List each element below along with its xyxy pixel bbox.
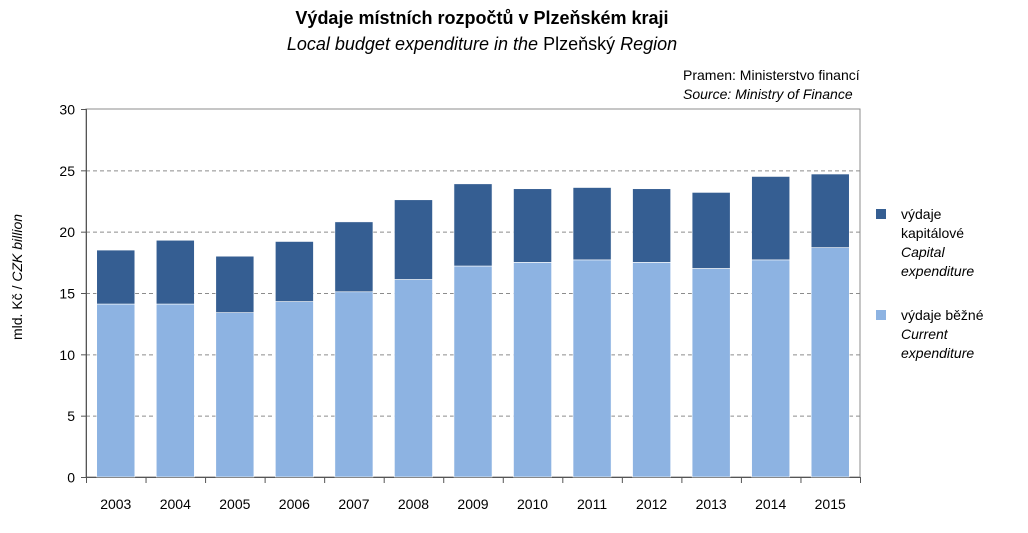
bar-current-2005 (215, 312, 255, 478)
bar-capital-2006 (275, 241, 314, 302)
x-tick-label-2011: 2011 (577, 496, 607, 512)
x-tick-label-2005: 2005 (219, 496, 250, 512)
y-tick-label-20: 20 (59, 224, 75, 240)
legend-swatch-current (876, 310, 886, 320)
y-tick-label-25: 25 (59, 163, 75, 179)
bar-current-2010 (513, 262, 552, 478)
bar-current-2011 (572, 259, 612, 478)
x-tick-label-2003: 2003 (100, 496, 131, 512)
bar-capital-2015 (810, 173, 850, 248)
y-tick-label-5: 5 (67, 408, 75, 424)
x-tick-label-2009: 2009 (457, 496, 488, 512)
legend-label-capital-en: Capital expenditure (901, 244, 975, 279)
x-tick-label-2010: 2010 (517, 496, 548, 512)
bar-capital-2007 (334, 221, 374, 293)
bar-current-2003 (96, 303, 136, 478)
bar-capital-2004 (155, 239, 195, 305)
chart-subtitle: Local budget expenditure in the Plzeňský… (0, 34, 964, 55)
bar-capital-2003 (96, 249, 136, 305)
subtitle-part1: Local budget expenditure in the (286, 34, 544, 54)
bar-current-2006 (275, 301, 314, 478)
y-tick-label-15: 15 (59, 286, 75, 302)
subtitle-part2: Plzeňský (543, 34, 616, 54)
legend-label-capital-cz: výdaje kapitálové (901, 206, 965, 241)
bar-capital-2011 (572, 187, 612, 261)
legend-swatch-capital (876, 209, 886, 219)
bar-current-2009 (453, 265, 493, 478)
source-cz: Pramen: Ministerstvo financí (683, 67, 860, 83)
bar-capital-2008 (394, 199, 433, 280)
y-tick-label-30: 30 (59, 102, 75, 118)
chart-source: Pramen: Ministerstvo financí Source: Min… (683, 66, 860, 104)
bar-current-2013 (691, 268, 731, 478)
source-en: Source: Ministry of Finance (683, 86, 853, 102)
bar-capital-2014 (751, 176, 791, 261)
bar-capital-2009 (453, 183, 493, 267)
y-tick-label-10: 10 (59, 347, 75, 363)
chart-title: Výdaje místních rozpočtů v Plzeňském kra… (295, 8, 669, 28)
bar-capital-2012 (632, 188, 671, 263)
bar-current-2015 (810, 247, 850, 478)
bar-capital-2005 (215, 255, 255, 313)
x-tick-label-2013: 2013 (696, 496, 727, 512)
bar-current-2007 (334, 291, 374, 478)
legend-label-current-en: Current expenditure (901, 326, 975, 361)
x-tick-label-2004: 2004 (160, 496, 191, 512)
subtitle-part3: Region (615, 34, 678, 54)
bar-current-2014 (751, 259, 791, 478)
x-tick-label-2012: 2012 (636, 496, 667, 512)
bar-capital-2010 (513, 188, 552, 263)
bar-current-2012 (632, 262, 671, 478)
legend-label-current-cz: výdaje běžné (901, 307, 984, 323)
bar-capital-2013 (691, 192, 731, 269)
x-tick-label-2007: 2007 (338, 496, 369, 512)
x-tick-label-2014: 2014 (755, 496, 786, 512)
y-tick-label-0: 0 (67, 470, 75, 486)
bar-current-2004 (155, 303, 195, 478)
bar-current-2008 (394, 279, 433, 478)
x-tick-label-2015: 2015 (815, 496, 846, 512)
x-tick-label-2006: 2006 (279, 496, 310, 512)
x-tick-label-2008: 2008 (398, 496, 429, 512)
